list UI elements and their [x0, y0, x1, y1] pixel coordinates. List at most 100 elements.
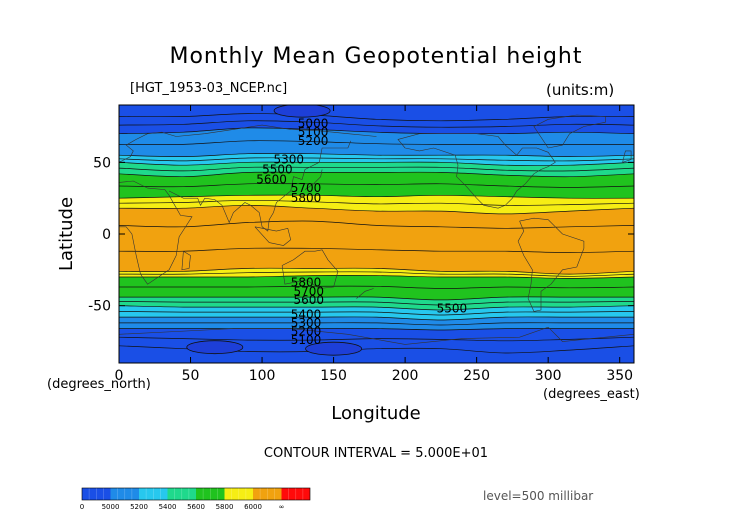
contour-line [119, 336, 634, 342]
x-tick-label: 100 [249, 368, 276, 384]
colorbar-label: 5800 [216, 503, 234, 511]
y-tick-label: 50 [93, 155, 111, 171]
x-axis-unit: (degrees_east) [543, 387, 640, 402]
contour-label: 5500 [437, 302, 468, 316]
plot-area: 5000510052005300550056005700580058005700… [119, 105, 634, 363]
colorbar-swatch [110, 488, 139, 500]
contour-label: 5700 [294, 284, 325, 298]
y-axis-unit: (degrees_north) [47, 377, 151, 392]
contour-label: 5200 [291, 325, 322, 339]
units-label: (units:m) [546, 81, 615, 99]
coastline [533, 114, 606, 149]
contour-line [119, 127, 634, 135]
y-axis-label: Latitude [56, 197, 77, 271]
coastline [254, 226, 292, 246]
contour-label: 5300 [291, 316, 322, 330]
contour-line [119, 271, 634, 277]
coastlines [119, 114, 634, 345]
contour-line [119, 247, 634, 253]
contour-line [119, 322, 634, 326]
coastline [119, 326, 634, 345]
contour-line [119, 301, 634, 306]
contour-lines [119, 113, 634, 354]
coastline [119, 124, 377, 173]
contour-label: 5200 [298, 134, 329, 148]
colorbar-label: 5200 [130, 503, 148, 511]
contour-line [119, 220, 634, 229]
colorbar-label: 0 [80, 503, 84, 511]
dataset-filename: [HGT_1953-03_NCEP.nc] [130, 81, 288, 96]
x-tick-label: 200 [392, 368, 419, 384]
low-cell-4900 [273, 105, 331, 118]
contour-labels: 5000510052005300550056005700580058005700… [256, 117, 467, 348]
contour-label: 5000 [298, 117, 329, 131]
x-tick-label: 50 [182, 368, 200, 384]
chart-title: Monthly Mean Geopotential height [169, 44, 583, 69]
contour-line [119, 166, 634, 172]
contour-line [119, 305, 634, 311]
contour-line [119, 275, 634, 279]
contour-line [119, 328, 634, 331]
x-tick-label: 250 [463, 368, 490, 384]
contour-line [119, 316, 634, 321]
x-tick-label: 150 [320, 368, 347, 384]
coastline [119, 180, 193, 285]
contour-label: 5400 [291, 307, 322, 321]
contour-line [119, 157, 634, 162]
contour-line [119, 183, 634, 188]
colorbar-swatch [196, 488, 225, 500]
colorbar-swatch [139, 488, 168, 500]
coastline [168, 140, 352, 232]
colorbar-label: 5400 [159, 503, 177, 511]
x-axis-label: Longitude [331, 403, 421, 424]
level-label: level=500 millibar [483, 489, 594, 503]
colorbar-label: 5600 [187, 503, 205, 511]
contour-label: 5600 [294, 293, 325, 307]
contour-label: 5300 [274, 153, 305, 167]
low-pressure-cells [186, 105, 363, 356]
low-cell-4900 [186, 340, 244, 355]
contour-line [119, 194, 634, 199]
contour-line [119, 113, 634, 122]
contour-line [119, 120, 634, 128]
colorbar-swatch [82, 488, 111, 500]
y-tick-label: -50 [88, 299, 111, 315]
contour-line [119, 267, 634, 275]
contour-line [119, 140, 634, 146]
x-tick-label: 350 [606, 368, 633, 384]
contour-label: 5100 [291, 333, 322, 347]
coastline [281, 249, 339, 289]
coastline [356, 288, 374, 299]
contour-label: 5800 [291, 191, 322, 205]
contour-label: 5100 [298, 125, 329, 139]
contour-interval-label: CONTOUR INTERVAL = 5.000E+01 [263, 446, 489, 461]
colorbar-swatch [224, 488, 253, 500]
coastline [397, 133, 556, 209]
low-cell-4900 [305, 341, 363, 356]
band-5900 [119, 205, 634, 275]
colorbar-label: ∞ [279, 503, 285, 511]
contour-line [119, 296, 634, 301]
coastline [622, 150, 632, 163]
y-tick-label: 0 [102, 227, 111, 243]
x-tick-label: 300 [535, 368, 562, 384]
colorbar-swatch [281, 488, 310, 500]
colorbar-swatch [167, 488, 196, 500]
colorbar-frame [81, 487, 311, 501]
colorbar-label: 6000 [244, 503, 262, 511]
colorbar: 0 5000 5200 5400 5600 5800 6000 ∞ [80, 487, 311, 511]
contour-line [119, 204, 634, 215]
contour-label: 5500 [262, 163, 293, 177]
coastline [517, 217, 585, 312]
contour-line [119, 171, 634, 178]
colorbar-label: 5000 [102, 503, 120, 511]
contour-label: 5600 [256, 173, 287, 187]
coastline [304, 169, 323, 190]
colorbar-swatch [253, 488, 282, 500]
x-tick-label: 0 [115, 368, 124, 384]
contour-label: 5800 [291, 276, 322, 290]
contour-label: 5700 [291, 181, 322, 195]
contour-line [119, 311, 634, 316]
contour-line [119, 285, 634, 289]
